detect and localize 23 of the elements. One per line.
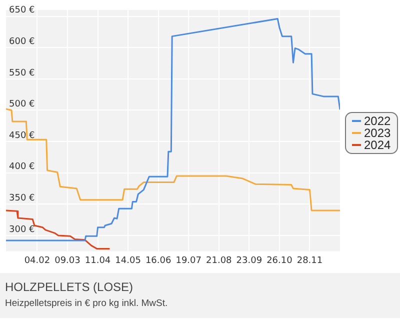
x-tick-label: 28.11: [296, 256, 323, 266]
y-tick-label: 500 €: [9, 100, 36, 110]
y-tick-label: 300 €: [9, 224, 36, 235]
legend-label: 2023: [364, 126, 391, 140]
x-tick-label: 14.05: [115, 256, 141, 266]
legend-label: 2024: [364, 138, 391, 152]
x-tick-label: 23.09: [236, 256, 262, 266]
legend-label: 2022: [364, 114, 391, 128]
x-tick-label: 21.08: [206, 256, 232, 266]
text: HOLZPELLETS (LOSE): [5, 280, 134, 294]
y-tick-label: 650 €: [9, 6, 36, 16]
text: Heizpelletspreis in € pro kg inkl. MwSt.: [5, 298, 168, 309]
y-tick-label: 400 €: [9, 162, 36, 172]
x-tick-label: 09.03: [54, 256, 80, 266]
y-tick-label: 550 €: [9, 68, 36, 78]
y-tick-label: 600 €: [9, 36, 36, 47]
x-tick-label: 26.10: [266, 256, 293, 266]
y-tick-label: 450 €: [9, 130, 36, 141]
x-tick-label: 04.02: [24, 256, 50, 266]
x-tick-label: 11.04: [84, 256, 111, 266]
y-tick-label: 350 €: [9, 194, 36, 204]
x-tick-label: 16.06: [145, 256, 172, 266]
x-tick-label: 19.07: [176, 256, 202, 266]
